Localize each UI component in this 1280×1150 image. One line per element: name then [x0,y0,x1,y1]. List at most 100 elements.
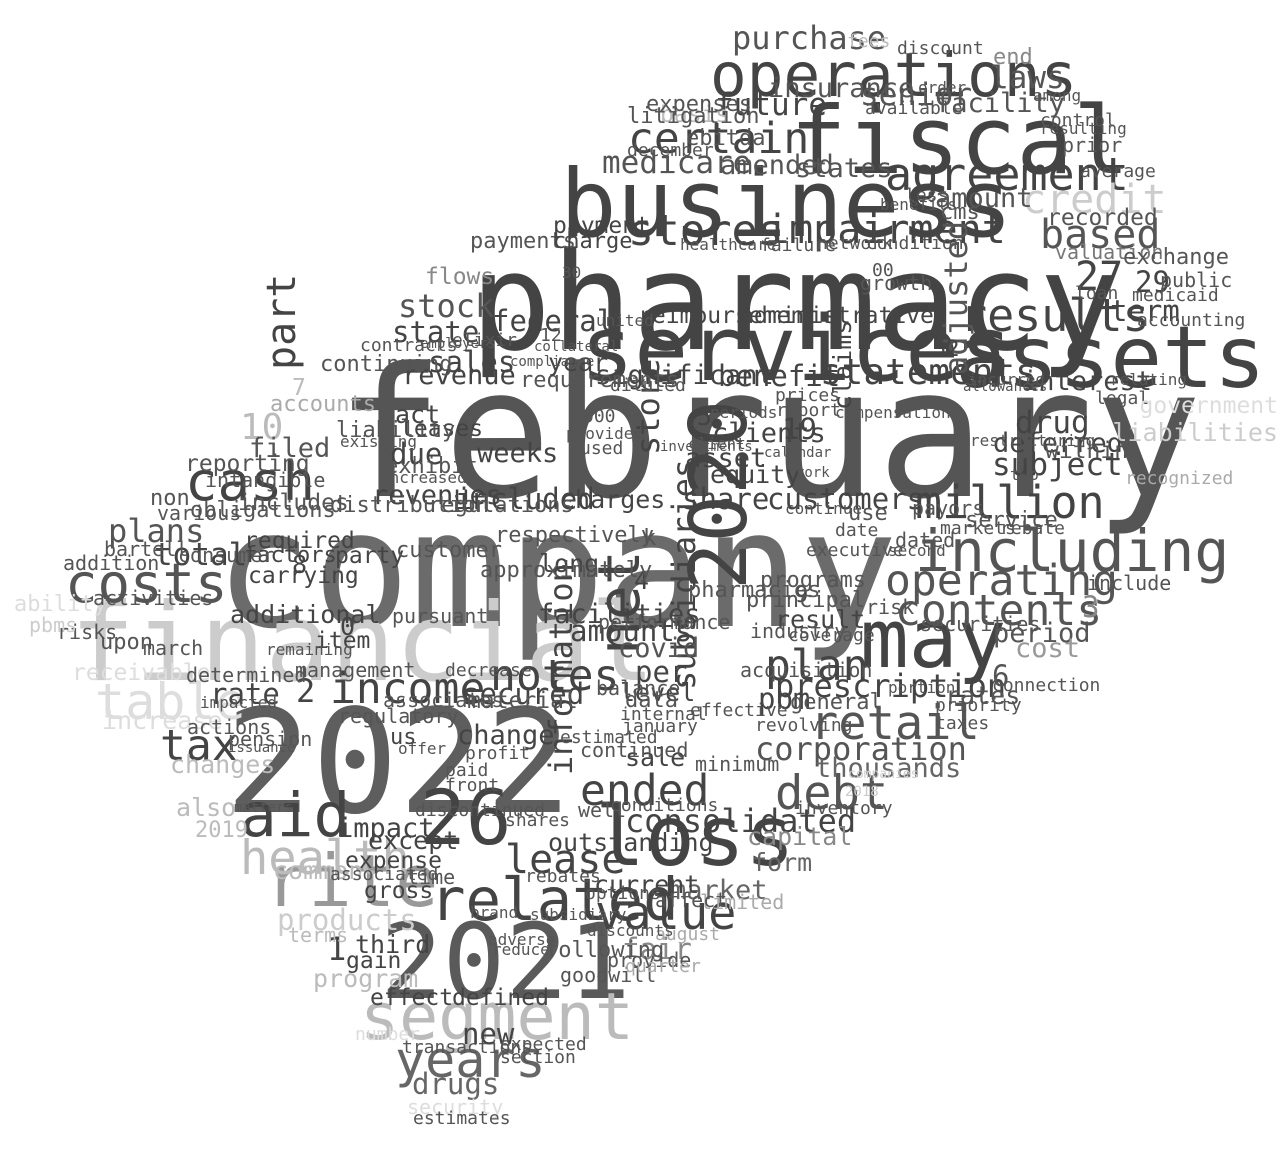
word-cost: cost [1015,633,1081,664]
word-data: data [625,688,678,713]
word-securities: securities [920,612,1041,636]
word-time: time [407,865,456,889]
word-january: january [622,716,698,737]
word-10: 10 [240,407,284,448]
word-leases: leases [400,416,484,442]
word-adverse: adverse [488,930,556,949]
word-due: due [390,437,443,471]
word-ebitda: ebitda [686,126,766,151]
word-litigation: litigation [627,104,760,129]
word-second: second [888,541,946,560]
word-compliance: compliance [510,354,595,370]
word-value: value [595,886,737,941]
word-failure: failure [760,235,836,256]
word-market: market [670,875,768,906]
word-impact: impact [337,813,435,844]
word-equity: equity [710,460,801,489]
word-provided: provided [566,424,644,443]
word-outstanding: outstanding [548,828,714,857]
word-rates: rates [945,681,1021,710]
word-dated: dated [895,528,956,552]
word-discontinued: discontinued [415,800,546,821]
word-bartell: bartell [104,537,189,561]
word-pension: pension [228,727,313,751]
word-benefits: benefits [880,195,958,214]
word-coverage: coverage [788,625,875,646]
word-long: long [539,549,600,578]
word-condition: condition [866,233,964,254]
word-financial: financial [70,581,656,706]
word-august: august [655,924,721,945]
word-continue: continue [785,499,863,518]
word-costs: costs [65,552,228,615]
word-offer: offer [398,739,447,758]
word-flows: flows [425,264,495,290]
word-laws: laws [990,60,1065,96]
word-loss: loss [595,788,795,885]
word-programs: programs [760,568,866,593]
word-less: less [905,185,949,206]
word-notes: notes [490,651,620,701]
word-pharmacies: pharmacies [688,578,821,603]
word-current: current [594,870,700,899]
word-employers: employers [420,336,496,352]
word-income: income [330,664,486,714]
word-two: two [1010,465,1039,484]
word-effect: effect [370,985,454,1011]
word-shares: shares [505,810,571,831]
word-products: products [277,903,417,937]
word-plan: plan [765,641,869,691]
word-million: million [915,476,1105,529]
word-1: 1 [327,930,347,968]
word-regulatory: regulatory [338,704,459,728]
word-associated: associated [330,864,439,885]
word-cms: cms [940,200,980,225]
word-determined: determined [186,663,307,687]
word-health: health [240,831,410,886]
word-fiscal: fiscal [790,87,1130,196]
word-accounts: accounts [270,392,376,417]
word-consolidated: consolidated [625,802,857,840]
word-significant: significant [595,360,774,391]
word-credit: credit [1022,177,1167,223]
word-rate: rate [210,677,280,711]
word-related: related [430,865,679,934]
word-addition: addition [63,551,160,575]
word-liability: liability [336,418,456,443]
word-discount: discount [897,38,984,59]
word-pbms: pbms [29,613,78,637]
word-required: required [244,528,355,554]
word-priority: priority [935,695,1022,716]
word-benefit: benefit [718,359,841,393]
word-ended: ended [580,766,710,816]
word-12: 12 [540,325,562,346]
word-relating: relating [1110,370,1188,389]
word-3: 3 [1082,590,1100,624]
word-corporation: corporation [755,730,967,768]
word-subsidiary: subsidiary [530,905,627,924]
word-filed: filed [249,433,331,464]
word-client: client [688,434,746,453]
word-general: general [790,690,883,715]
word-recognized: recognized [1125,468,1234,489]
word-contracts: contracts [360,335,458,356]
word-prior: prior [1062,133,1123,157]
word-states: states [795,153,893,184]
word-administrative: administrative [740,303,934,329]
word-party: party [335,543,405,569]
word-risks: risks [57,620,118,644]
word-performance: performance [598,610,731,634]
word-share: share [682,482,770,516]
word-control: control [1040,110,1116,131]
word-operations: operations [710,40,1078,111]
word-management: management [295,658,416,682]
word-conditions: conditions [610,795,719,816]
word-include: include [1087,571,1172,595]
word-receivable: receivable [72,660,211,686]
word-york: york [796,465,830,481]
word-expected: expected [500,1034,587,1055]
word-medicaid: medicaid [1132,285,1219,306]
word-segment: segment [360,980,634,1055]
word-estimates: estimates [413,1108,511,1129]
word-calendar: calendar [764,445,832,461]
